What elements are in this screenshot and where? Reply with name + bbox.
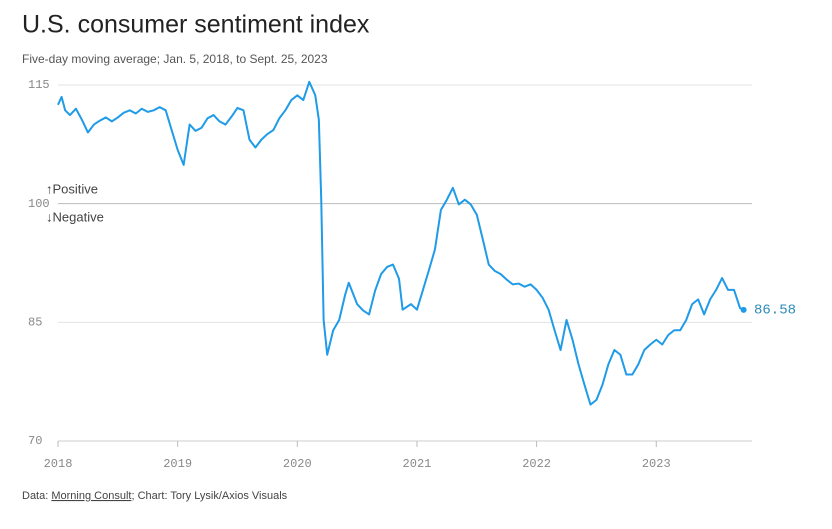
chart-title: U.S. consumer sentiment index — [22, 11, 370, 39]
end-point — [740, 306, 747, 313]
annotation: ↓Negative — [46, 209, 104, 224]
y-tick-label: 115 — [28, 78, 50, 92]
end-label: 86.58 — [754, 303, 796, 319]
source-text: ; Chart: Tory Lysik/Axios Visuals — [131, 490, 287, 502]
line — [57, 80, 745, 406]
y-tick-label: 85 — [28, 316, 42, 330]
x-tick-label: 2023 — [642, 457, 671, 471]
source: Data: Morning Consult; Chart: Tory Lysik… — [22, 490, 288, 502]
source-link[interactable]: Morning Consult — [51, 490, 131, 502]
annotation: ↑Positive — [46, 181, 98, 196]
x-tick-label: 2021 — [403, 457, 432, 471]
x-tick-label: 2019 — [163, 457, 192, 471]
chart-subtitle: Five-day moving average; Jan. 5, 2018, t… — [22, 52, 328, 66]
x-tick-label: 2020 — [283, 457, 312, 471]
y-tick-label: 100 — [28, 197, 50, 211]
x-tick-label: 2022 — [522, 457, 551, 471]
y-tick-label: 70 — [28, 434, 42, 448]
source-text: Data: — [22, 490, 51, 502]
x-tick-label: 2018 — [44, 457, 73, 471]
